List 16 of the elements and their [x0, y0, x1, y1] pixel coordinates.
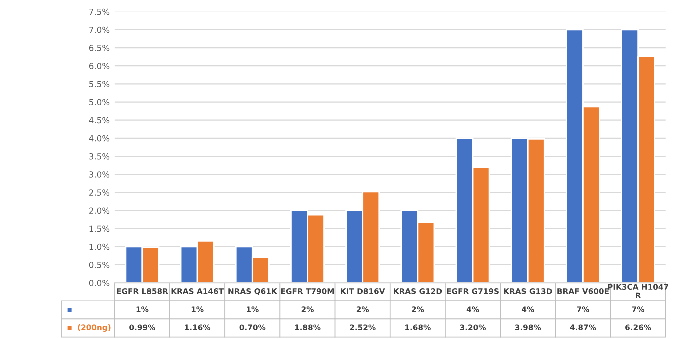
y-tick-label: 3.5%: [90, 153, 110, 160]
y-tick-label: 4.5%: [89, 117, 110, 124]
y-tick-label: 5.5%: [90, 81, 110, 88]
y-tick-label: 5.0%: [90, 99, 110, 106]
y-tick-label: 0.5%: [89, 262, 110, 268]
y-tick-label: 0.0%: [89, 280, 110, 286]
y-tick-label: 4.0%: [89, 135, 110, 142]
y-tick-label: 3.0%: [90, 172, 110, 178]
y-tick-label: 2.5%: [90, 190, 110, 196]
y-tick-label: 1.5%: [90, 226, 110, 232]
y-tick-label: 6.0%: [89, 63, 110, 70]
y-tick-label: 7.5%: [90, 8, 110, 16]
y-tick-label: 1.0%: [90, 244, 110, 250]
y-tick-label: 7.0%: [90, 26, 110, 34]
y-tick-label: 6.5%: [89, 45, 110, 52]
y-tick-label: 2.0%: [90, 208, 110, 214]
